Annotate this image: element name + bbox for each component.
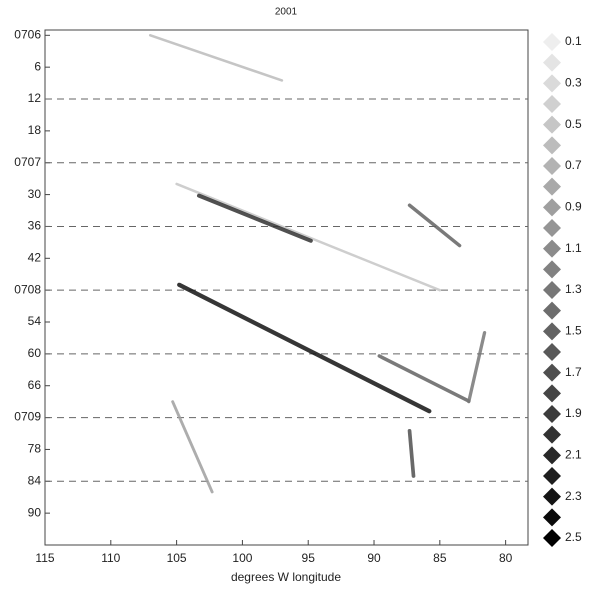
y-tick-label: 36	[28, 219, 42, 233]
colorbar-label: 0.5	[565, 117, 582, 131]
colorbar-swatch	[543, 198, 561, 217]
streak	[175, 182, 442, 292]
colorbar-label: 2.1	[565, 448, 582, 462]
streak	[407, 429, 416, 478]
y-tick-label: 0706	[14, 27, 41, 41]
x-axis-label: degrees W longitude	[231, 570, 341, 584]
colorbar-swatch	[543, 446, 561, 465]
colorbar-swatch	[543, 239, 561, 258]
streak	[377, 354, 471, 403]
colorbar-swatch	[543, 508, 561, 527]
y-tick-label: 18	[28, 123, 42, 137]
y-tick-label: 6	[34, 59, 41, 73]
colorbar-label: 1.9	[565, 406, 582, 420]
streak	[171, 400, 214, 494]
y-tick-label: 84	[28, 473, 42, 487]
x-tick-label: 80	[499, 551, 513, 565]
colorbar-swatch	[543, 301, 561, 320]
colorbar-swatch	[543, 322, 561, 341]
colorbar-swatch	[543, 33, 561, 51]
colorbar-label: 1.3	[565, 282, 582, 296]
colorbar-swatch	[543, 260, 561, 279]
colorbar-swatch	[543, 467, 561, 485]
y-tick-label: 60	[28, 346, 42, 360]
x-tick-label: 105	[167, 551, 187, 565]
plot-frame	[44, 29, 529, 546]
colorbar-swatch	[543, 425, 561, 444]
streak	[148, 34, 284, 82]
colorbar-label: 0.1	[565, 34, 582, 48]
streak	[407, 203, 462, 248]
y-tick-label: 30	[28, 187, 42, 201]
colorbar-swatch	[543, 384, 561, 403]
colorbar-swatch	[543, 95, 561, 113]
y-tick-label: 0709	[14, 410, 41, 424]
x-tick-label: 115	[35, 551, 54, 565]
x-tick-label: 85	[433, 551, 447, 565]
colorbar-swatch	[543, 281, 561, 299]
colorbar-label: 0.7	[565, 158, 582, 172]
streak	[196, 193, 313, 243]
streak	[177, 282, 432, 414]
colorbar-label: 1.7	[565, 365, 582, 379]
x-tick-label: 110	[101, 551, 120, 565]
colorbar-swatch	[543, 487, 561, 506]
y-tick-label: 12	[28, 91, 42, 105]
x-tick-label: 90	[367, 551, 381, 565]
y-tick-label: 0708	[14, 282, 41, 296]
colorbar-swatch	[543, 405, 561, 423]
x-tick-label: 100	[232, 551, 252, 565]
y-tick-label: 66	[28, 378, 42, 392]
colorbar-swatch	[543, 53, 561, 72]
x-tick-label: 95	[302, 551, 316, 565]
y-tick-label: 42	[28, 250, 42, 264]
colorbar-swatch	[543, 219, 561, 237]
colorbar-label: 2.5	[565, 530, 582, 544]
y-tick-label: 54	[28, 314, 42, 328]
colorbar-swatch	[543, 529, 561, 547]
y-tick-label: 0707	[14, 155, 41, 169]
streak	[467, 330, 487, 404]
colorbar-swatch	[543, 177, 561, 196]
colorbar-swatch	[543, 74, 561, 93]
colorbar-label: 0.3	[565, 76, 582, 90]
colorbar-label: 1.1	[565, 241, 582, 255]
y-tick-label: 78	[28, 442, 42, 456]
y-tick-label: 90	[28, 505, 42, 519]
colorbar-swatch	[543, 363, 561, 382]
colorbar-swatch	[543, 157, 561, 175]
colorbar-label: 0.9	[565, 200, 582, 214]
colorbar-label: 1.5	[565, 324, 582, 338]
chart-title: 2001	[275, 7, 298, 18]
colorbar-swatch	[543, 136, 561, 155]
colorbar-swatch	[543, 343, 561, 361]
colorbar-swatch	[543, 115, 561, 134]
colorbar-label: 2.3	[565, 489, 582, 503]
